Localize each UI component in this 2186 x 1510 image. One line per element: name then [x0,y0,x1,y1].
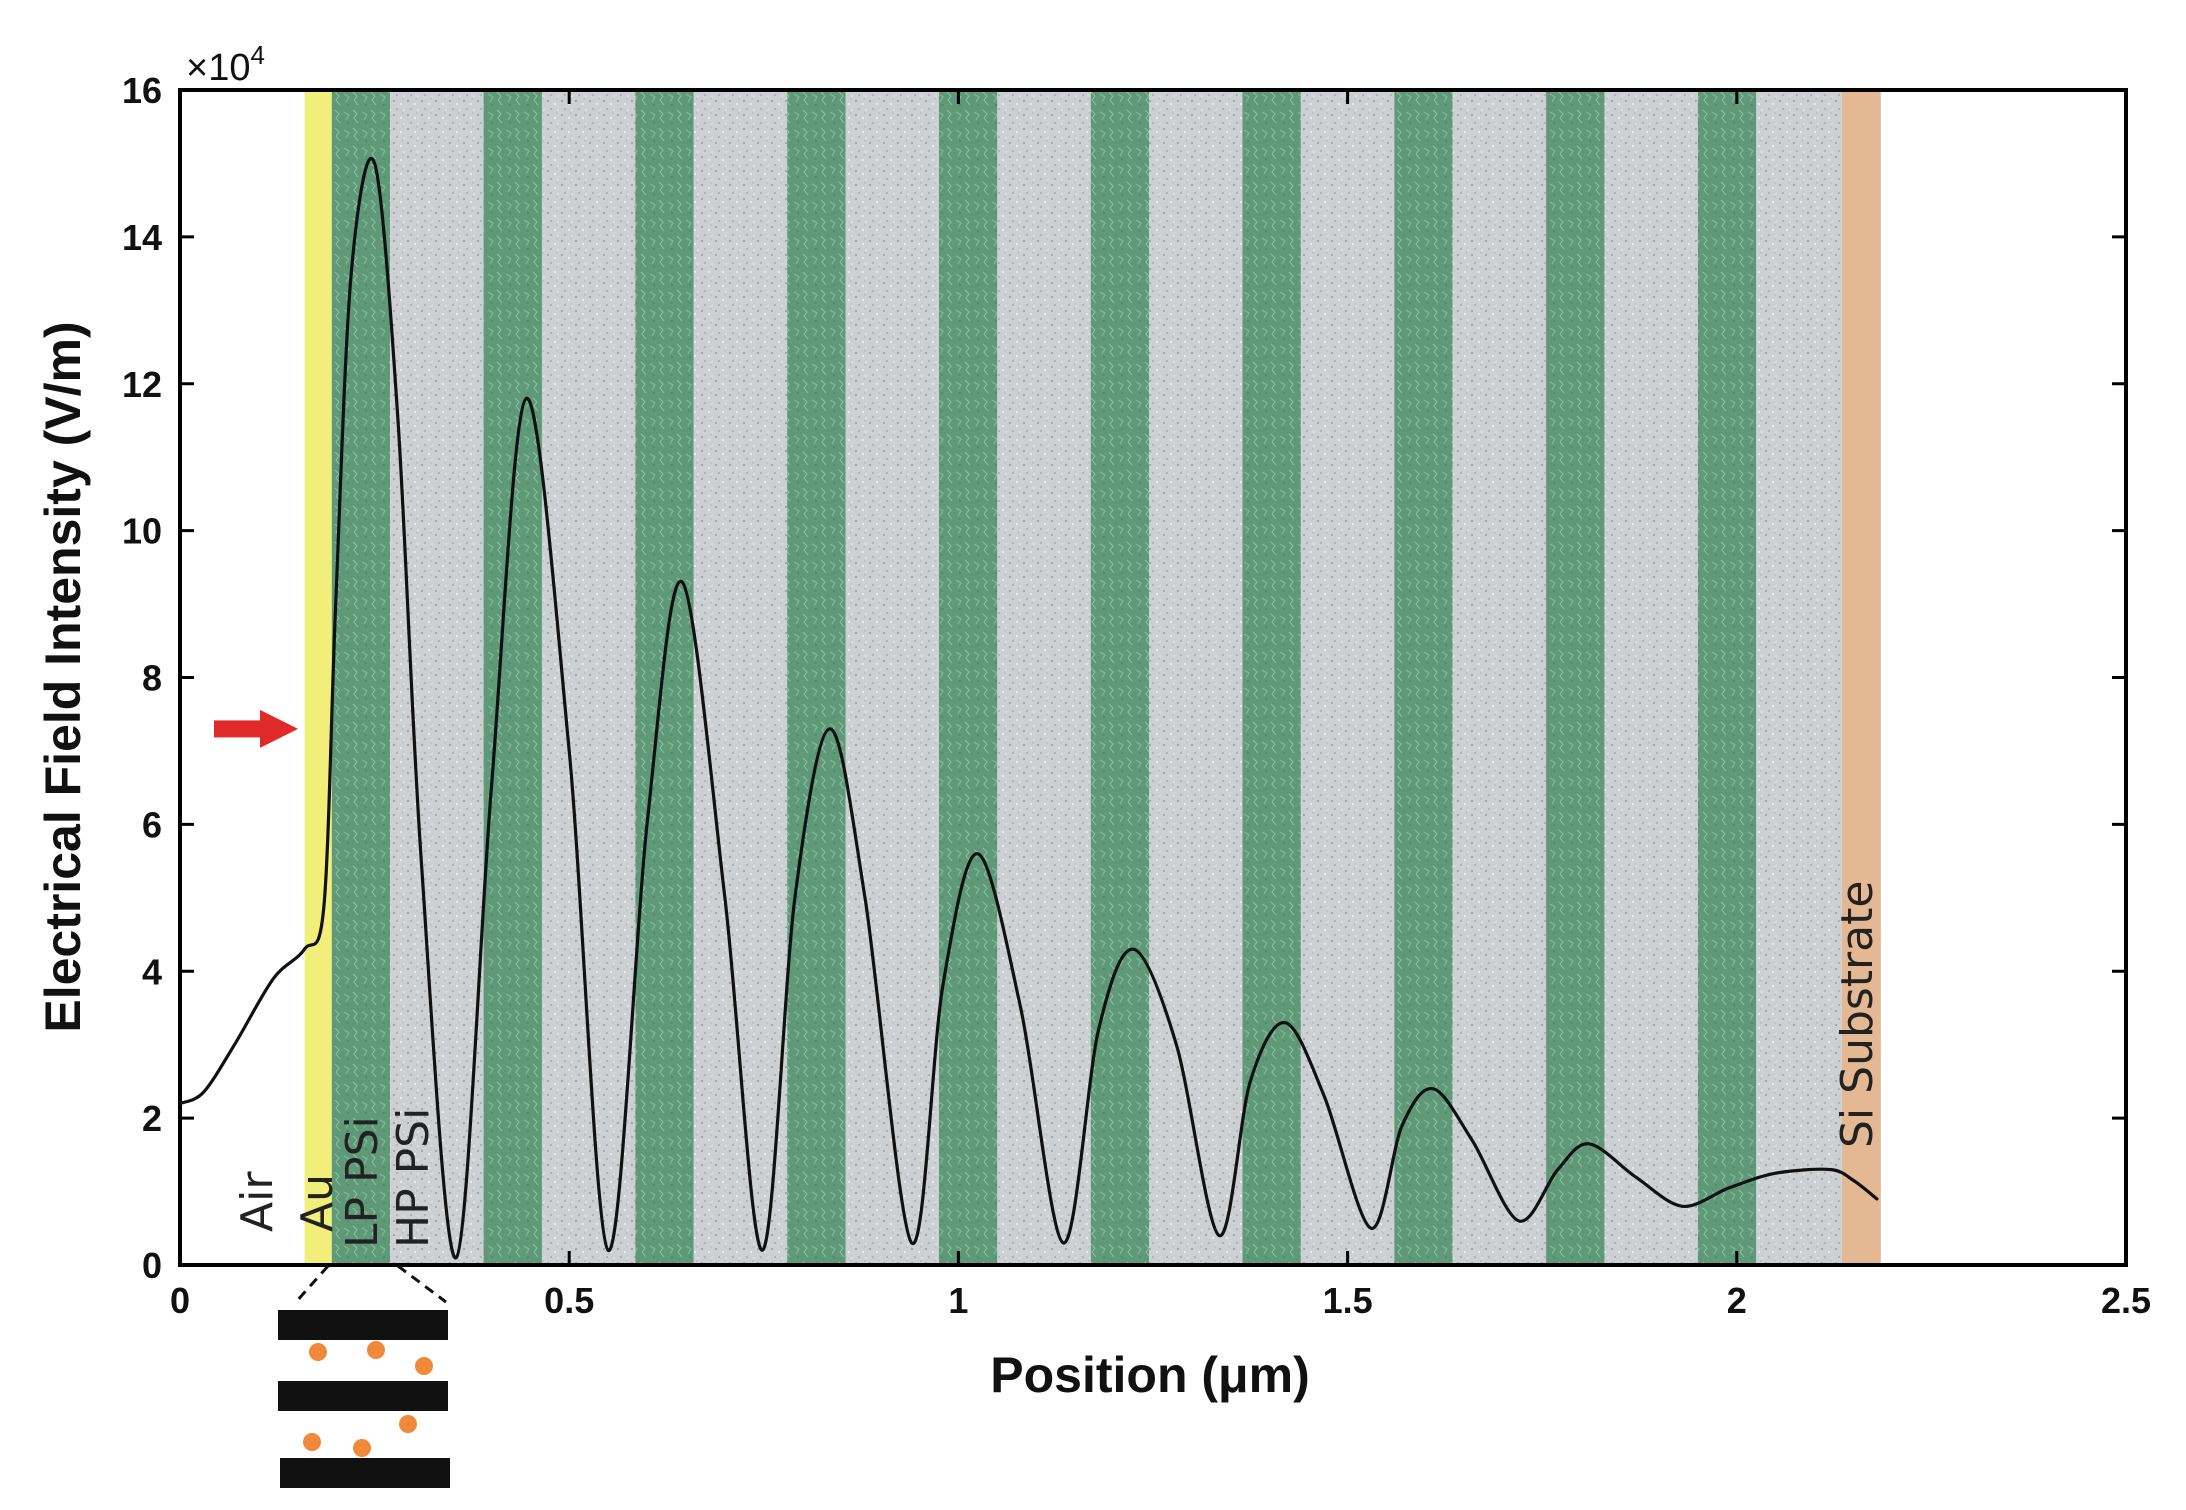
layer-band-lp [1242,90,1301,1265]
inset-connector-left [294,1265,330,1303]
y-exponent-label: ×104 [186,40,265,89]
x-tick-label: 0.5 [544,1280,594,1321]
y-tick-label: 2 [142,1098,162,1139]
x-tick-label: 1.5 [1323,1280,1373,1321]
region-label-au: Au [292,1174,343,1232]
inset-particle [367,1341,385,1359]
inset-particle [415,1357,433,1375]
inset-particle [309,1343,327,1361]
inset-particle [353,1439,371,1457]
layer-band-lp [1090,90,1150,1265]
inset-connector-right [397,1264,447,1304]
inset-layer-bar [278,1381,448,1411]
layer-band-hp [1452,90,1547,1265]
inset-diagram [278,1264,450,1488]
series-line-field-intensity [180,156,1879,1260]
x-tick-label: 2 [1727,1280,1747,1321]
layer-band-lp [1697,90,1757,1265]
region-label-hp-psi: HP PSi [388,1108,439,1248]
layer-band-hp [541,90,636,1265]
y-tick-labels: 0 2 4 6 8 10 12 14 16 [122,70,162,1286]
layer-band-hp [1149,90,1243,1265]
layer-band-lp [483,90,542,1265]
y-axis-title: Electrical Field Intensity (V/m) [35,321,91,1032]
inset-layer-bar [280,1458,450,1488]
x-axis-title: Position (μm) [990,1347,1309,1403]
inset-particle [303,1433,321,1451]
region-label-air: Air [232,1171,283,1232]
y-tick-label: 14 [122,217,162,258]
layer-band-au [304,90,332,1265]
y-tick-label: 6 [142,804,162,845]
y-tick-label: 4 [142,951,162,992]
x-tick-labels: 0 0.5 1 1.5 2 2.5 [170,1280,2151,1321]
x-tick-label: 2.5 [2101,1280,2151,1321]
y-tick-label: 12 [122,364,162,405]
y-tick-label: 8 [142,658,162,699]
incident-arrow [214,709,298,748]
layer-band-lp [1394,90,1453,1265]
layer-band-hp [997,90,1091,1265]
arrow-head [260,709,298,748]
y-tick-label: 10 [122,511,162,552]
axis-ticks [178,88,2128,1267]
layer-stack [304,90,1881,1265]
y-tick-label: 16 [122,70,162,111]
layer-band-hp [1604,90,1698,1265]
inset-particle [399,1415,417,1433]
y-exponent-base: ×10 [186,47,250,89]
region-label-lp-psi: LP PSi [337,1116,388,1248]
layer-band-lp [331,90,391,1265]
x-tick-label: 0 [170,1280,190,1321]
layer-band-hp [1756,90,1842,1265]
layer-band-lp [1546,90,1605,1265]
layer-band-hp [390,90,484,1265]
layer-band-substrate [1841,90,1881,1265]
layer-band-lp [635,90,694,1265]
layer-band-hp [845,90,939,1265]
region-label-si-substrate: Si Substrate [1832,881,1883,1148]
inset-layer-bar [278,1310,448,1340]
layer-band-lp [787,90,846,1265]
y-exponent-power: 4 [250,40,264,70]
arrow-shaft [214,720,262,738]
layer-band-lp [938,90,998,1265]
x-tick-label: 1 [948,1280,968,1321]
y-tick-label: 0 [142,1245,162,1286]
layer-band-hp [1300,90,1395,1265]
